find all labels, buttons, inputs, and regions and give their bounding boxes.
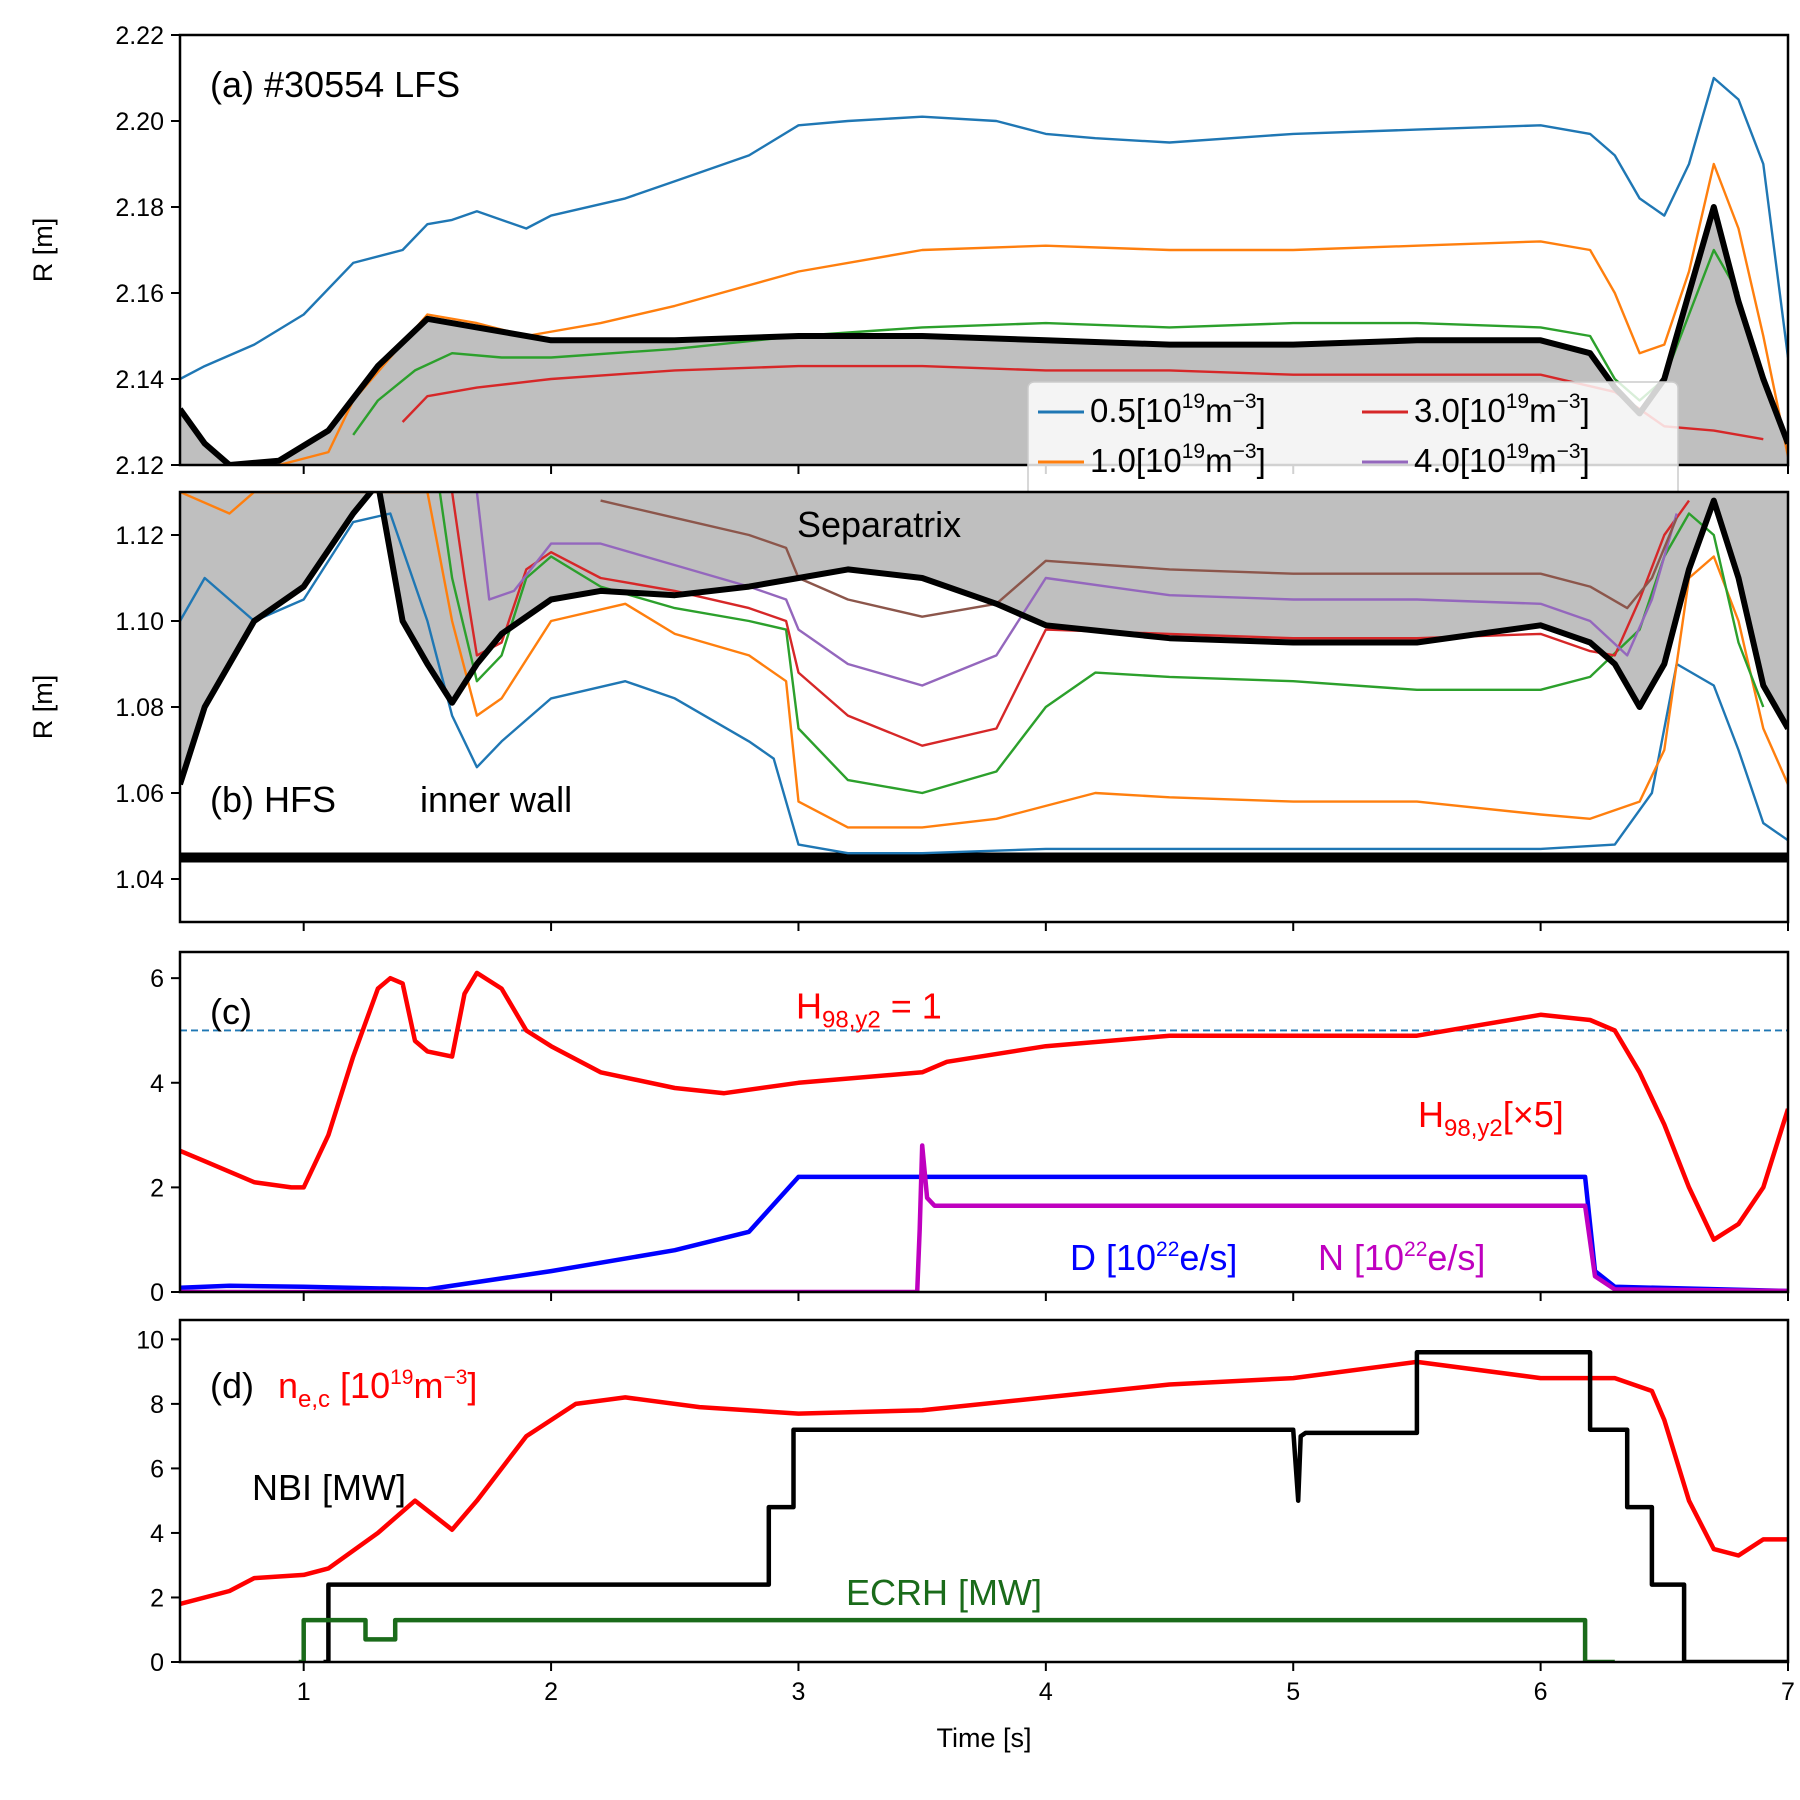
x-tick-label: 5	[1286, 1678, 1300, 1706]
series-line-b-separatrix	[180, 492, 1788, 786]
axes-frame-d	[178, 1318, 1790, 1664]
x-tick-label: 7	[1781, 1678, 1795, 1706]
y-tick-label: 4	[150, 1070, 164, 1098]
nbi-label: NBI [MW]	[252, 1467, 406, 1508]
x-tick-label: 4	[1039, 1678, 1053, 1706]
series-line-c-h98y2	[180, 970, 1788, 1242]
h98-series-label: H98,y2[×5]	[1418, 1094, 1564, 1142]
inner-wall-label: inner wall	[420, 779, 572, 820]
y-tick-label: 0	[150, 1649, 164, 1677]
x-tick-label: 2	[544, 1678, 558, 1706]
panel-b: 1.04 1.06 1.08 1.10 1.12 R [m] (b) HFS inner wa…	[28, 490, 1790, 931]
y-tick-label: 1.10	[115, 608, 164, 636]
legend-entry: 1.0[1019m−3]	[1090, 440, 1266, 479]
panel-c: 0 2 4 6 (c) H98,y2 = 1 H98,y2[×5] D [1022e/s] N …	[150, 950, 1790, 1307]
nitrogen-label: N [1022e/s]	[1318, 1237, 1485, 1278]
y-tick-label: 0	[150, 1279, 164, 1307]
ecrh-label: ECRH [MW]	[846, 1572, 1042, 1613]
legend-entry: 0.5[1019m−3]	[1090, 390, 1266, 429]
y-tick-label: 2.14	[115, 366, 164, 394]
plasma-fill	[180, 492, 1788, 785]
y-tick-label: 1.06	[115, 780, 164, 808]
axes-frame-a	[178, 33, 1790, 467]
x-tick-label: 3	[792, 1678, 806, 1706]
y-tick-label: 6	[150, 1455, 164, 1483]
legend-entry: 3.0[1019m−3]	[1414, 390, 1590, 429]
panel-annotation: (a) #30554 LFS	[210, 64, 460, 105]
y-tick-label: 2	[150, 1174, 164, 1202]
series-line-a-1p0	[278, 162, 1788, 465]
y-axis-label: R [m]	[28, 218, 58, 283]
x-tick-label: 1	[297, 1678, 311, 1706]
y-tick-label: 1.04	[115, 866, 164, 894]
legend-entry: 4.0[1019m−3]	[1414, 440, 1590, 479]
y-tick-label: 6	[150, 965, 164, 993]
separatrix-label: Separatrix	[797, 504, 961, 545]
density-label: ne,c [1019m−3]	[278, 1365, 477, 1413]
y-tick-label: 2.22	[115, 22, 164, 50]
series-line-a-separatrix	[180, 204, 1788, 465]
series-line-b-4p0	[475, 492, 1678, 687]
series-line-b-5p0	[600, 499, 1678, 618]
y-tick-label: 8	[150, 1391, 164, 1419]
series-line-d-ecrh	[298, 1617, 1615, 1662]
series-line-d-nbi	[323, 1350, 1788, 1662]
series-line-d-nec	[180, 1359, 1788, 1607]
series-line-b-1p0	[180, 492, 1788, 829]
y-tick-label: 2.20	[115, 108, 164, 136]
plot-area-b	[180, 492, 1788, 863]
x-tick-label: 6	[1534, 1678, 1548, 1706]
panel-annotation: (d)	[210, 1365, 254, 1406]
y-tick-label: 1.08	[115, 694, 164, 722]
y-tick-label: 4	[150, 1520, 164, 1548]
y-tick-label: 2	[150, 1584, 164, 1612]
series-line-c-d	[180, 1174, 1788, 1292]
y-tick-label: 2.18	[115, 194, 164, 222]
y-tick-label: 1.12	[115, 522, 164, 550]
panel-annotation: (b) HFS	[210, 779, 336, 820]
y-tick-label: 2.12	[115, 452, 164, 480]
y-tick-label: 10	[136, 1326, 164, 1354]
series-line-b-0p5	[180, 512, 1788, 855]
plot-area-c	[180, 970, 1788, 1292]
y-axis-label: R [m]	[28, 675, 58, 740]
h98-equals-one-label: H98,y2 = 1	[796, 985, 942, 1033]
deuterium-label: D [1022e/s]	[1070, 1237, 1237, 1278]
axes-frame-c	[178, 950, 1790, 1294]
series-line-c-n	[180, 1143, 1788, 1292]
plot-area-d	[180, 1350, 1788, 1662]
x-axis-label: Time [s]	[936, 1723, 1031, 1753]
panel-annotation: (c)	[210, 991, 252, 1032]
y-tick-label: 2.16	[115, 280, 164, 308]
series-line-a-0p5	[180, 76, 1788, 381]
